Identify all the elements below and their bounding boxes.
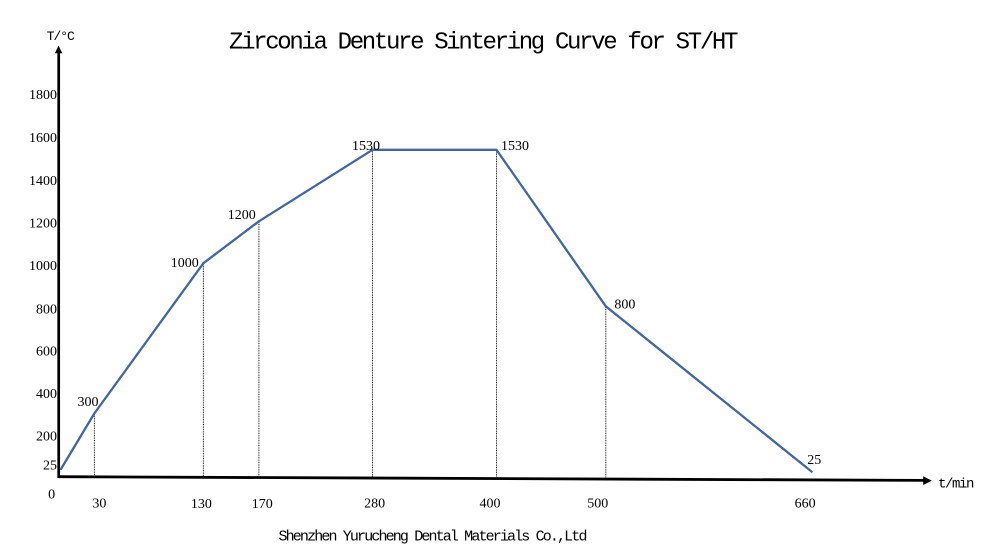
svg-text:1530: 1530 xyxy=(352,139,380,154)
svg-text:200: 200 xyxy=(36,430,57,445)
svg-text:25: 25 xyxy=(43,459,57,474)
svg-text:0: 0 xyxy=(48,487,55,502)
svg-text:400: 400 xyxy=(480,497,501,512)
svg-text:1000: 1000 xyxy=(29,259,57,274)
svg-text:170: 170 xyxy=(252,497,273,512)
svg-text:1200: 1200 xyxy=(228,208,256,223)
svg-text:600: 600 xyxy=(36,345,57,360)
svg-text:1200: 1200 xyxy=(29,217,57,232)
svg-text:1400: 1400 xyxy=(29,174,57,189)
svg-text:1600: 1600 xyxy=(29,131,57,146)
svg-text:Shenzhen Yurucheng Dental Mate: Shenzhen Yurucheng Dental Materials Co.,… xyxy=(279,529,587,546)
svg-text:800: 800 xyxy=(614,297,635,312)
svg-text:30: 30 xyxy=(92,497,106,512)
svg-text:400: 400 xyxy=(36,387,57,402)
svg-text:T/°C: T/°C xyxy=(47,29,75,44)
svg-text:800: 800 xyxy=(36,303,57,318)
svg-text:280: 280 xyxy=(364,497,385,512)
svg-text:t/min: t/min xyxy=(938,477,974,493)
svg-text:130: 130 xyxy=(191,497,212,512)
svg-text:25: 25 xyxy=(807,453,821,468)
svg-text:1800: 1800 xyxy=(29,88,57,103)
svg-text:Zirconia Denture Sintering Cur: Zirconia Denture Sintering Curve for ST/… xyxy=(229,29,738,56)
svg-text:660: 660 xyxy=(795,497,816,512)
svg-text:1530: 1530 xyxy=(501,139,529,154)
svg-text:500: 500 xyxy=(587,497,608,512)
svg-text:300: 300 xyxy=(78,395,99,410)
svg-text:1000: 1000 xyxy=(171,256,199,271)
